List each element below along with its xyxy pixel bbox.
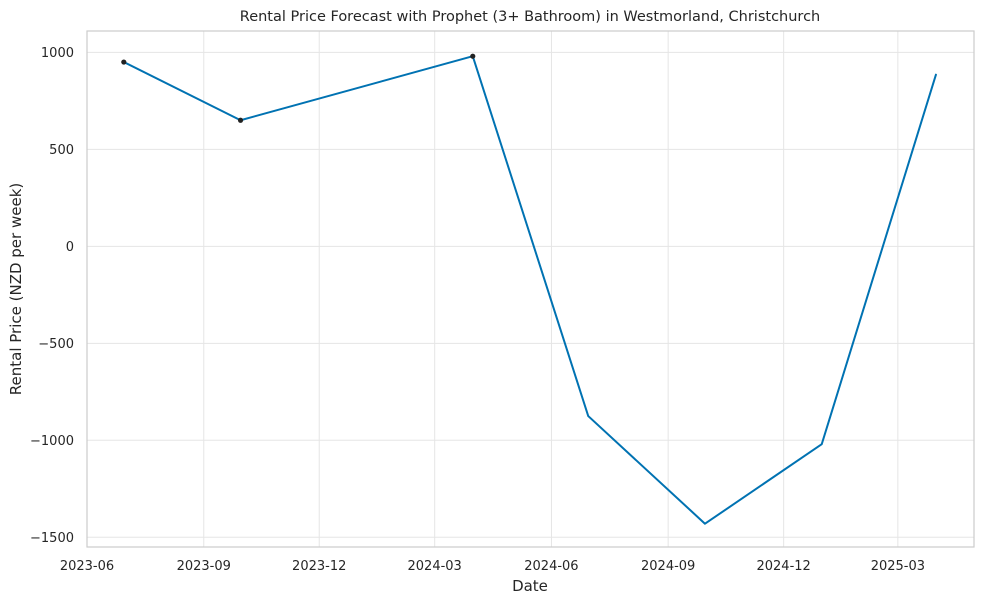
y-tick-label: −1500 — [30, 531, 74, 546]
y-tick-label: −500 — [38, 337, 74, 352]
observed-point — [470, 53, 476, 59]
x-tick-label: 2023-06 — [60, 559, 114, 574]
y-tick-label: 1000 — [41, 46, 74, 61]
grid — [86, 31, 974, 547]
forecast-line — [122, 55, 937, 525]
x-tick-label: 2024-03 — [408, 559, 462, 574]
x-tick-label: 2023-09 — [177, 559, 231, 574]
x-tick-label: 2024-12 — [756, 559, 810, 574]
x-axis-title: Date — [512, 577, 548, 595]
observed-markers — [121, 53, 476, 123]
plot-area-frame — [86, 30, 975, 548]
x-tick-label: 2024-06 — [524, 559, 578, 574]
x-tick-label: 2023-12 — [292, 559, 346, 574]
observed-point — [237, 117, 244, 123]
y-axis-ticks: 1000 500 0 −500 −1000 −1500 — [30, 46, 74, 546]
y-axis-title: Rental Price (NZD per week) — [7, 183, 25, 395]
chart-title: Rental Price Forecast with Prophet (3+ B… — [240, 9, 820, 25]
x-axis-ticks: 2023-06 2023-09 2023-12 2024-03 2024-06 2024-… — [60, 559, 925, 574]
y-tick-label: −1000 — [30, 434, 74, 449]
observed-point — [121, 59, 127, 65]
series-layer — [122, 55, 937, 525]
x-tick-label: 2025-03 — [871, 559, 925, 574]
x-tick-label: 2024-09 — [641, 559, 695, 574]
y-tick-label: 500 — [49, 143, 74, 158]
y-tick-label: 0 — [66, 240, 74, 255]
